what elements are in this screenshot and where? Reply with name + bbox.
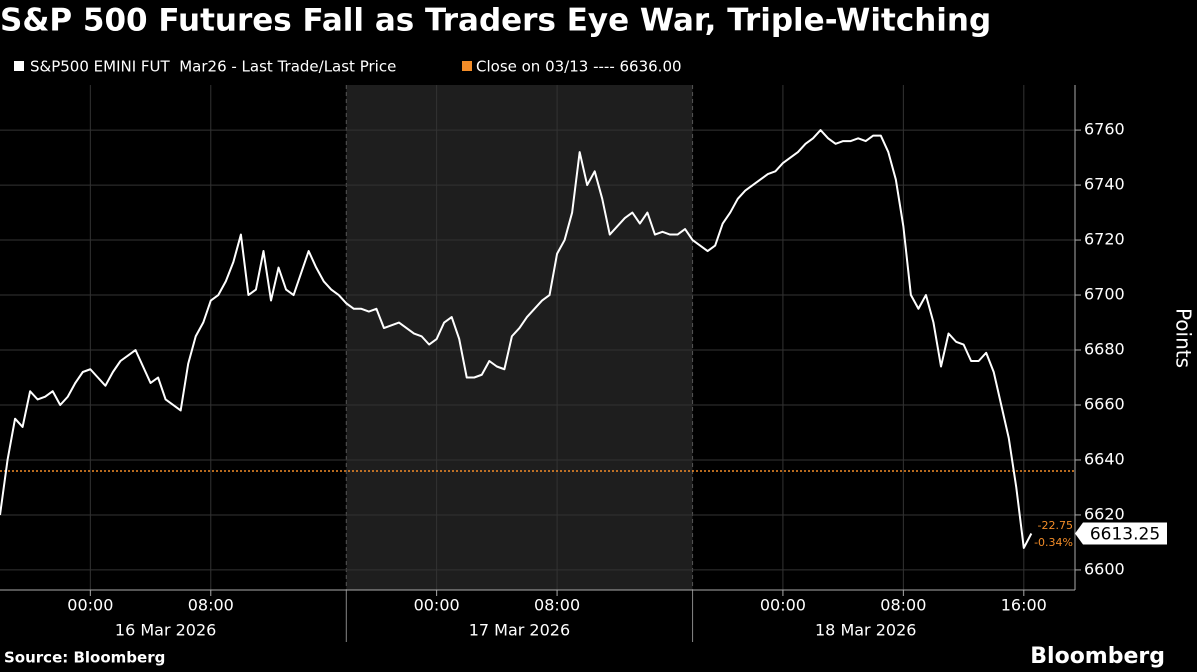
x-tick-label: 00:00 xyxy=(414,596,460,615)
y-tick-label: 6760 xyxy=(1084,120,1125,139)
y-tick-label: 6700 xyxy=(1084,285,1125,304)
legend-swatch xyxy=(462,61,472,71)
y-tick-label: 6640 xyxy=(1084,449,1125,468)
y-tick-label: 6740 xyxy=(1084,175,1125,194)
date-label: 16 Mar 2026 xyxy=(115,621,216,640)
x-tick-label: 08:00 xyxy=(534,596,580,615)
y-tick-label: 6620 xyxy=(1084,504,1125,523)
date-label: 18 Mar 2026 xyxy=(815,621,916,640)
legend-label: Close on 03/13 ---- 6636.00 xyxy=(476,58,682,76)
last-price-box xyxy=(1075,522,1167,545)
y-axis-label: Points xyxy=(1172,308,1196,368)
change-label: -0.34% xyxy=(1034,536,1073,549)
y-tick-label: 6600 xyxy=(1084,559,1125,578)
x-tick-label: 00:00 xyxy=(760,596,806,615)
source: Source: Bloomberg xyxy=(4,649,165,667)
change-label: -22.75 xyxy=(1038,519,1073,532)
session-shade xyxy=(346,85,693,590)
y-tick-label: 6680 xyxy=(1084,340,1125,359)
last-price-label: 6613.25 xyxy=(1090,525,1160,545)
y-tick-label: 6720 xyxy=(1084,230,1125,249)
x-tick-label: 08:00 xyxy=(188,596,234,615)
x-tick-label: 08:00 xyxy=(880,596,926,615)
x-tick-label: 16:00 xyxy=(1001,596,1047,615)
x-tick-label: 00:00 xyxy=(67,596,113,615)
chart-title: S&P 500 Futures Fall as Traders Eye War,… xyxy=(0,3,991,39)
price-line xyxy=(0,129,1033,549)
date-label: 17 Mar 2026 xyxy=(469,621,570,640)
brand: Bloomberg xyxy=(1030,644,1165,669)
y-tick-label: 6660 xyxy=(1084,394,1125,413)
legend-label: S&P500 EMINI FUT Mar26 - Last Trade/Last… xyxy=(30,58,396,76)
legend-swatch xyxy=(14,61,24,71)
